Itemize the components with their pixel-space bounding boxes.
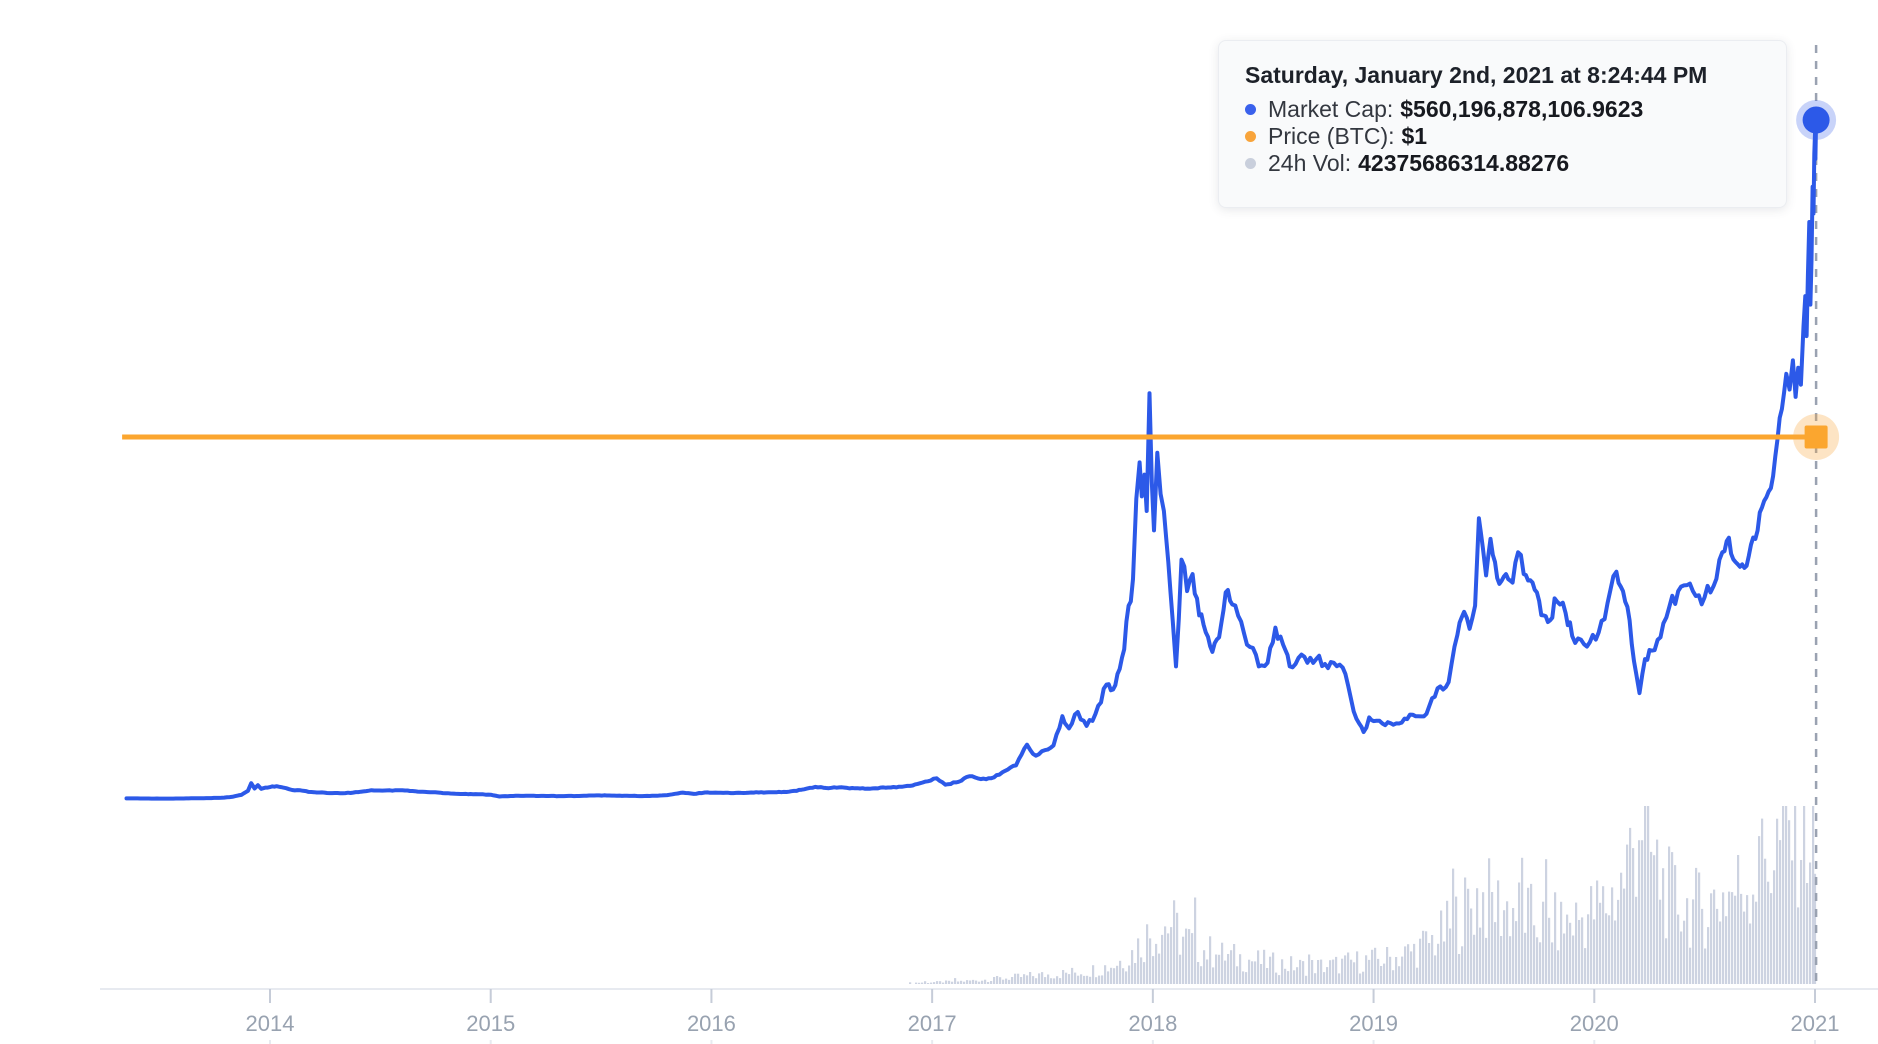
market-cap-marker-dot: [1802, 106, 1830, 134]
market-cap-line: [124, 118, 1819, 801]
x-axis-tick-label: 2014: [246, 1011, 295, 1036]
tooltip-row-volume: 24h Vol: 42375686314.88276: [1245, 150, 1760, 177]
x-axis-tick-label: 2017: [908, 1011, 957, 1036]
market-cap-label: Market Cap:: [1268, 96, 1394, 122]
chart-tooltip: Saturday, January 2nd, 2021 at 8:24:44 P…: [1218, 40, 1787, 208]
tooltip-row-price: Price (BTC): $1: [1245, 123, 1760, 150]
price-marker-square: [1804, 425, 1828, 449]
price-dot-icon: [1245, 131, 1256, 142]
x-axis-tick-label: 2020: [1570, 1011, 1619, 1036]
x-axis-tick-label: 2016: [687, 1011, 736, 1036]
volume-dot-icon: [1245, 158, 1256, 169]
market-cap-dot-icon: [1245, 104, 1256, 115]
x-axis-tick-label: 2018: [1128, 1011, 1177, 1036]
price-label: Price (BTC):: [1268, 123, 1395, 149]
x-axis-tick-label: 2019: [1349, 1011, 1398, 1036]
price-value: $1: [1401, 123, 1428, 149]
crosshair-markers: [1793, 99, 1840, 460]
tooltip-date-title: Saturday, January 2nd, 2021 at 8:24:44 P…: [1245, 62, 1708, 88]
volume-bars-series: [909, 806, 1817, 984]
x-axis: 2014 2015 2016 2017 2018 2019 2020 2021: [100, 988, 1878, 1044]
volume-label: 24h Vol:: [1268, 150, 1352, 176]
x-axis-tick-label: 2015: [466, 1011, 515, 1036]
volume-value: 42375686314.88276: [1358, 150, 1570, 176]
tooltip-row-market-cap: Market Cap: $560,196,878,106.9623: [1245, 96, 1760, 123]
market-cap-value: $560,196,878,106.9623: [1400, 96, 1644, 122]
x-axis-tick-label: 2021: [1791, 1011, 1840, 1036]
